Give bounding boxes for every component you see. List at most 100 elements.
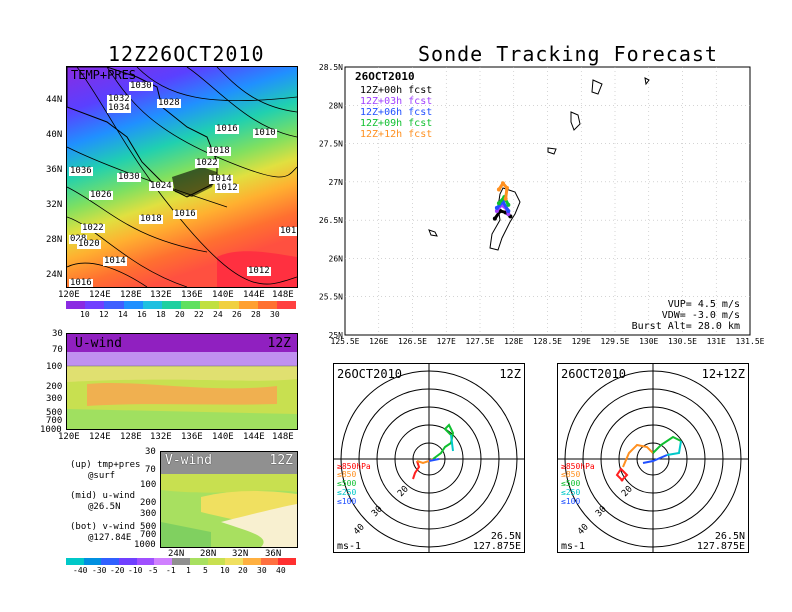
isobar-label: 1018	[139, 214, 163, 224]
hodo-left-level-1: ≤850	[337, 470, 356, 479]
hodo-left-unit: ms-1	[337, 541, 361, 552]
isobar-label: 1030	[129, 81, 153, 91]
wind-colorbar-tick: -5	[148, 566, 158, 575]
map-lon-label: 120E	[58, 290, 80, 300]
track-point	[503, 196, 508, 201]
x-tick-label: 126E	[369, 337, 388, 346]
uwind-lon-label: 148E	[272, 432, 294, 442]
isobar-label: 1026	[89, 190, 113, 200]
info-vup: VUP= 4.5 m/s	[668, 299, 740, 310]
wind-colorbar-tick: -20	[110, 566, 125, 575]
y-tick-label: 25N	[329, 331, 344, 340]
hodo-left-lon: 127.875E	[473, 541, 521, 552]
hodo-right-level-4: ≤100	[561, 497, 580, 506]
x-tick-label: 127.5E	[466, 337, 495, 346]
uwind-p-label: 30	[52, 329, 63, 339]
track-point	[496, 187, 501, 192]
info-vdw: VDW= -3.0 m/s	[662, 310, 740, 321]
vwind-p-label: 700	[140, 530, 157, 540]
wind-colorbar	[66, 558, 296, 565]
vwind-p-label: 200	[140, 498, 157, 508]
uwind-lon-label: 144E	[243, 432, 265, 442]
info-burst: Burst Alt= 28.0 km	[632, 321, 740, 332]
temp-colorbar-tick: 20	[175, 310, 185, 319]
isobar-label: 1020	[77, 239, 101, 249]
uwind-p-label: 100	[46, 362, 63, 372]
vwind-lat-label: 32N	[232, 549, 249, 559]
y-tick-label: 27N	[329, 178, 344, 187]
x-tick-label: 129.5E	[601, 337, 630, 346]
vwind-lat-label: 28N	[200, 549, 217, 559]
track-point	[505, 185, 509, 190]
track-point	[506, 212, 511, 217]
isobar-label: 1012	[247, 266, 271, 276]
map-lon-label: 128E	[120, 290, 142, 300]
map-lat-label: 44N	[46, 95, 63, 105]
y-tick-label: 28.5N	[319, 63, 343, 72]
note-bot-a: (bot) v-wind	[70, 522, 136, 532]
isobar-label: 1010	[253, 128, 277, 138]
isobar-label: 1016	[69, 278, 93, 288]
x-tick-label: 131E	[707, 337, 726, 346]
hodo-left-time: 12Z	[499, 367, 521, 381]
fcst-line-1: 12Z+03h fcst	[360, 96, 432, 107]
uwind-p-label: 70	[52, 345, 63, 355]
temp-colorbar-tick: 26	[232, 310, 242, 319]
isobar-label: 1014	[103, 256, 127, 266]
hodo-right-unit: ms-1	[561, 541, 585, 552]
isobar-label: 1018	[207, 146, 231, 156]
isobar-label: 1036	[69, 166, 93, 176]
isobar-label: 1022	[81, 223, 105, 233]
temp-colorbar	[66, 301, 297, 309]
x-tick-label: 125.5E	[331, 337, 360, 346]
y-tick-label: 26N	[329, 254, 344, 263]
track-point	[494, 208, 499, 213]
hodograph-left: 26OCT2010 12Z ≥850hPa ≤850 ≤500 ≤250 ≤10…	[333, 363, 525, 553]
isobar-label: 1028	[157, 98, 181, 108]
map-lat-label: 32N	[46, 200, 63, 210]
uwind-p-label: 300	[46, 394, 63, 404]
uwind-p-label: 500	[46, 408, 63, 418]
hodograph-right: 26OCT2010 12+12Z ≥850hPa ≤850 ≤500 ≤250 …	[557, 363, 749, 553]
uwind-p-label: 200	[46, 382, 63, 392]
isobar-label: 028	[69, 234, 88, 244]
note-up-b: @surf	[88, 471, 116, 481]
uwind-title: U-wind	[75, 336, 122, 351]
vwind-panel: V-wind 12Z	[160, 451, 298, 548]
track-series-4	[497, 180, 509, 199]
isobar-label: 1014	[209, 174, 233, 184]
x-tick-label: 130.5E	[668, 337, 697, 346]
x-tick-label: 126.5E	[398, 337, 427, 346]
wind-colorbar-tick: 30	[257, 566, 267, 575]
map-lat-label: 24N	[46, 270, 63, 280]
uwind-time: 12Z	[267, 336, 291, 351]
temp-colorbar-tick: 18	[156, 310, 166, 319]
note-bot-b: @127.84E	[88, 533, 132, 543]
map-lon-label: 148E	[272, 290, 294, 300]
hodo-right-level-2: ≤500	[561, 479, 580, 488]
y-tick-label: 28N	[329, 101, 344, 110]
vwind-p-label: 30	[145, 447, 156, 457]
map-lat-label: 40N	[46, 130, 63, 140]
map-lon-label: 132E	[150, 290, 172, 300]
vwind-p-label: 500	[140, 522, 157, 532]
temp-field	[67, 67, 297, 287]
hodo-right-level-0: ≥850hPa	[561, 462, 595, 471]
map-lat-label: 36N	[46, 165, 63, 175]
hodo-left-level-3: ≤250	[337, 488, 356, 497]
track-header: 26OCT2010 12Z+00h fcst 12Z+03h fcst 12Z+…	[355, 70, 432, 140]
isobar-label: 101	[279, 226, 297, 236]
vwind-p-label: 300	[140, 509, 157, 519]
temp-colorbar-tick: 16	[137, 310, 147, 319]
temp-colorbar-tick: 12	[99, 310, 109, 319]
temp-pres-map: TEMP+PRES 1030 1032 1034 1028 1016 1010 …	[66, 66, 298, 288]
right-title: Sonde Tracking Forecast	[418, 42, 718, 66]
temp-colorbar-tick: 10	[80, 310, 90, 319]
isobar-label: 1016	[215, 124, 239, 134]
hodo-left-level-2: ≤500	[337, 479, 356, 488]
vwind-lat-label: 24N	[168, 549, 185, 559]
isobar-label: 1032	[107, 94, 131, 104]
map-lon-label: 124E	[89, 290, 111, 300]
track-map: 125.5E 126E 126.5E 127E 127.5E 128E 128.5E 129E…	[319, 63, 765, 346]
uwind-p-label: 1000	[40, 425, 62, 435]
